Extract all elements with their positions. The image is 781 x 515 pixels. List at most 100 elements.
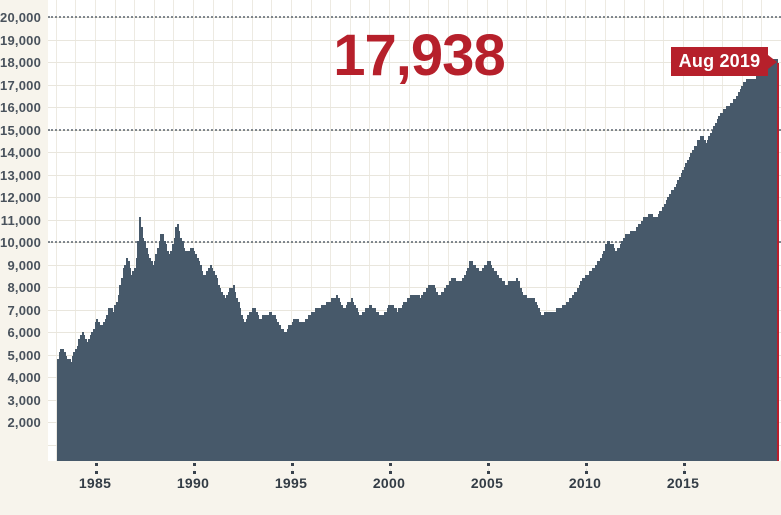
bar: [459, 281, 462, 461]
bar: [669, 193, 672, 461]
bar: [644, 217, 647, 461]
bar: [276, 321, 279, 461]
bar: [316, 308, 319, 461]
bar: [135, 257, 138, 461]
year-gridline: [330, 0, 332, 461]
bar: [76, 345, 79, 461]
x-axis-tick: [95, 463, 98, 474]
bar: [613, 247, 616, 461]
bar: [521, 291, 524, 461]
bar: [345, 305, 348, 461]
bar: [93, 328, 96, 461]
bar: [194, 254, 197, 461]
bar: [724, 109, 727, 461]
bar: [71, 355, 74, 461]
y-axis-label: 13,000: [0, 167, 41, 183]
bar: [421, 294, 424, 461]
bar: [265, 315, 268, 461]
bar: [413, 294, 416, 461]
bar: [288, 325, 291, 461]
bar: [332, 298, 335, 461]
bar: [212, 271, 215, 461]
value-gridline: [48, 152, 781, 153]
bar: [450, 278, 453, 461]
bar: [454, 278, 457, 461]
bar: [150, 261, 153, 461]
bar: [744, 82, 747, 461]
bar: [765, 62, 768, 461]
bar: [262, 315, 265, 461]
highlighted-bar-aug-2019: [777, 63, 780, 461]
x-axis-tick: [683, 463, 686, 474]
bar: [537, 308, 540, 461]
bar: [145, 247, 148, 461]
bar: [567, 301, 570, 461]
bar: [221, 291, 224, 461]
bar: [772, 58, 775, 461]
bar: [207, 267, 210, 461]
bar: [248, 311, 252, 461]
bar: [147, 254, 150, 461]
bar: [130, 274, 133, 461]
bar: [731, 102, 734, 461]
bar: [562, 305, 565, 461]
bar: [557, 308, 560, 461]
bar: [570, 298, 573, 461]
bar: [321, 305, 324, 461]
bar: [365, 308, 368, 461]
bar: [652, 217, 655, 461]
bar: [158, 240, 161, 461]
bar: [370, 305, 373, 461]
bar: [416, 294, 419, 461]
bar: [91, 332, 94, 461]
bar: [608, 240, 611, 461]
bar: [137, 240, 140, 461]
bar: [693, 146, 696, 461]
bar: [434, 288, 437, 461]
bar: [460, 281, 463, 461]
bar: [293, 318, 296, 461]
bar: [375, 311, 378, 461]
bar: [176, 224, 179, 461]
bar: [583, 278, 586, 461]
bar: [455, 281, 458, 461]
bar: [403, 301, 406, 461]
year-gridline: [114, 0, 116, 461]
bar: [79, 335, 82, 461]
year-gridline: [428, 0, 430, 461]
bar: [373, 308, 376, 461]
bar: [632, 230, 635, 461]
bar: [165, 244, 168, 461]
bar: [224, 298, 227, 461]
y-axis-label: 6,000: [7, 325, 41, 340]
bar: [271, 315, 274, 461]
year-gridline: [291, 0, 292, 461]
bar: [605, 244, 608, 461]
bar: [511, 281, 514, 461]
year-gridline: [232, 0, 234, 461]
bar: [444, 288, 447, 461]
year-gridline: [526, 0, 528, 461]
bar: [572, 294, 575, 461]
bar: [677, 180, 680, 461]
year-gridline: [447, 0, 449, 461]
bar: [626, 234, 629, 461]
bar: [168, 254, 171, 461]
bar: [140, 227, 143, 461]
bar: [493, 271, 496, 461]
bar: [357, 311, 360, 461]
bar: [58, 352, 61, 461]
bar: [690, 153, 693, 461]
bar: [629, 230, 632, 461]
y-axis-label: 8,000: [7, 280, 41, 295]
x-axis-label: 2015: [666, 475, 700, 491]
bar: [250, 311, 253, 461]
bar: [647, 213, 650, 461]
bar: [349, 301, 352, 461]
bar: [363, 311, 366, 461]
bar: [675, 183, 678, 461]
bar: [687, 159, 690, 461]
flag-pointer-icon: [768, 54, 777, 69]
bar: [475, 267, 478, 461]
